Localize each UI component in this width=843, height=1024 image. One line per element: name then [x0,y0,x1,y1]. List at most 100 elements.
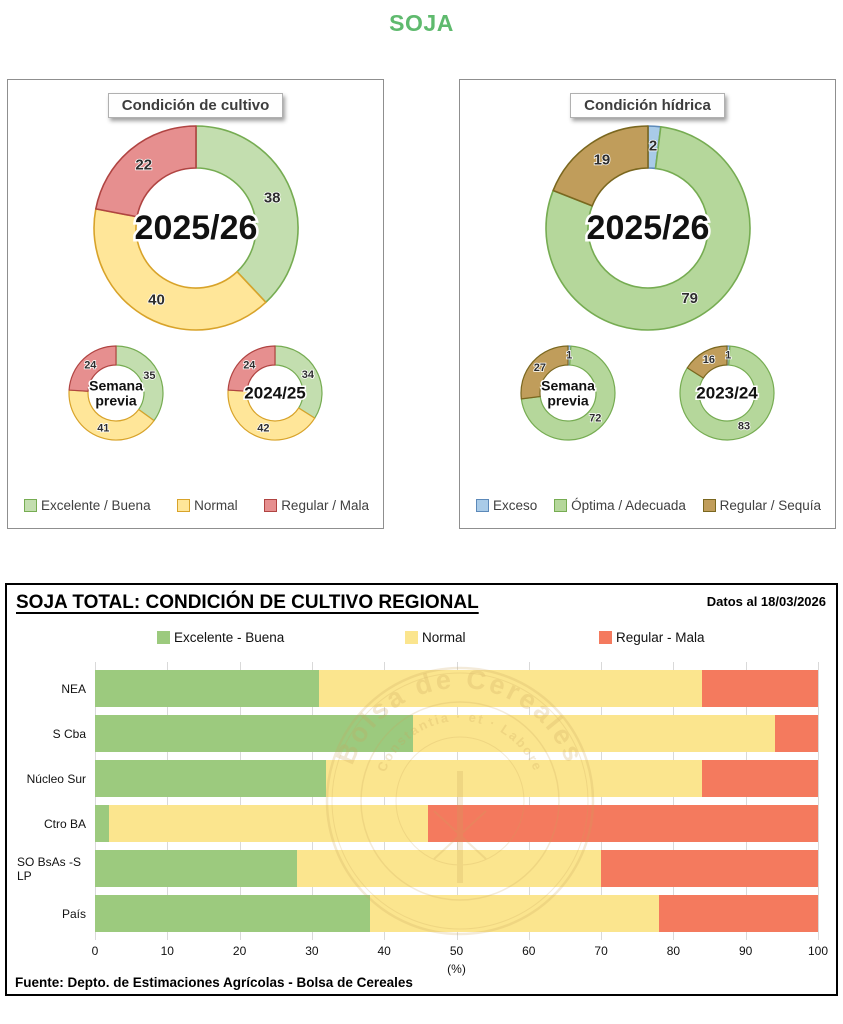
donut-slice [115,345,164,422]
legend-cultivo: Excelente / Buena Normal Regular / Mala [8,498,383,513]
legend-swatch-yellow [177,499,191,512]
legend-swatch-green [157,631,170,644]
donut-value-label: 19 [593,152,610,169]
gridline [384,662,386,940]
donut-hidrica-2025-26: 2 79 19 2025/26 [543,123,753,333]
gridline [528,662,530,940]
bar-segment [774,715,818,752]
donut-value-label: 2 [648,138,656,155]
regional-bar-chart: NEA S Cba Núcleo Sur Ctro BA SO BsAs -S LP Pa… [17,662,819,940]
donut-slice [544,126,751,331]
donut-slice [194,125,299,304]
legend-swatch-blue [476,499,489,512]
category-label: País [61,906,86,921]
bar-row [95,895,818,932]
legend-label: Regular / Sequía [719,498,821,513]
panel-condicion-cultivo: Condición de cultivo 38 40 22 2025/26 35 41 2… [7,79,384,529]
bar-row [95,760,818,797]
donut-center-label: previa [95,392,136,408]
legend-swatch-brown [702,499,716,512]
bar-segment [427,805,818,842]
regional-legend: Excelente - Buena Normal Regular - Mala [7,630,836,650]
donut-slice [68,389,155,441]
legend-swatch-green [24,499,37,512]
x-tick-label: 60 [522,944,536,958]
small-donuts-row-cultivo: 35 41 24 Semana previa 34 42 24 2024/25 [8,343,383,443]
donut-chart: 38 40 22 2025/26 [92,125,299,331]
donut-slice [94,125,197,218]
donut-value-label: 34 [302,369,315,381]
bar-row [95,715,818,752]
source-note: Fuente: Depto. de Estimaciones Agrícolas… [15,975,413,990]
panel-condicion-hidrica: Condición hídrica 2 79 19 2025/26 1 72 27 Sema… [459,79,836,529]
donut-slice [520,345,569,400]
donut-center-label: Semana [541,378,595,394]
x-tick-label: 10 [160,944,174,958]
legend-item-excelente-buena: Excelente / Buena [24,498,151,513]
regional-panel: SOJA TOTAL: CONDICIÓN DE CULTIVO REGIONA… [5,583,838,996]
legend-label: Exceso [493,498,538,513]
bar-segment [95,670,320,707]
donut-center-label: 2025/26 [586,209,709,247]
bar-segment [326,760,703,797]
donut-slice [520,345,616,441]
donut-slice [274,345,323,419]
donut-center-label: 2024/25 [244,384,305,403]
donut-hidrica-semana-previa: 1 72 27 Semana previa [518,343,618,443]
category-axis: NEA S Cba Núcleo Sur Ctro BA SO BsAs -S LP Pa… [17,662,95,940]
panel-title-cultivo: Condición de cultivo [107,93,284,118]
donut-center-label: Semana [89,378,143,394]
donut-cultivo-2025-26: 38 40 22 2025/26 [91,123,301,333]
category-label: S Cba [52,726,86,741]
data-date-note: Datos al 18/03/2026 [706,594,826,609]
legend-label: Normal [194,498,238,513]
x-axis-label: (%) [447,962,466,976]
bars [95,662,818,940]
gridline [818,662,819,940]
bar-row [95,850,818,887]
bar-segment [413,715,775,752]
bar-segment [95,895,370,932]
donut-value-label: 72 [589,413,601,425]
donut-slice [686,345,728,379]
bar-segment [109,805,428,842]
donut-value-label: 24 [84,360,97,372]
legend-item-regular-mala: Regular / Mala [264,498,369,513]
category-label: Ctro BA [43,816,86,831]
donut-value-label: 79 [681,290,698,307]
bar-segment [319,670,703,707]
legend-hidrica: Exceso Óptima / Adecuada Regular / Sequí… [460,498,835,513]
category-label: Núcleo Sur [26,771,86,786]
donut-slice [551,125,649,207]
gridline [311,662,313,940]
donut-cultivo-2024-25: 34 42 24 2024/25 [225,343,325,443]
bar-row [95,805,818,842]
gridlines [95,662,819,940]
bar-segment [702,760,818,797]
gridline [95,662,96,940]
donut-value-label: 42 [257,423,269,435]
legend-swatch-red [599,631,612,644]
gridline [167,662,169,940]
donut-chart: 34 42 24 2024/25 [227,345,323,441]
x-tick-label: 20 [232,944,247,958]
gridline [456,662,458,940]
donut-value-label: 83 [738,420,750,432]
donut-value-label: 27 [534,362,546,374]
legend-swatch-green [554,499,568,512]
donut-center-label: 2025/26 [134,209,257,247]
donut-chart: 1 83 16 2023/24 [679,345,775,441]
legend-item-optima-adecuada: Óptima / Adecuada [554,498,686,513]
bar-segment [95,805,110,842]
panel-title-hidrica: Condición hídrica [570,93,725,118]
donut-value-label: 40 [148,291,165,308]
legend-swatch-yellow [405,631,418,644]
legend-label: Excelente - Buena [174,630,285,645]
x-tick-label: 70 [594,944,608,958]
donut-value-label: 38 [263,189,280,206]
donut-value-label: 41 [97,422,109,434]
regional-header: SOJA TOTAL: CONDICIÓN DE CULTIVO REGIONA… [7,585,836,614]
x-tick-label: 40 [377,944,391,958]
x-tick-label: 90 [739,944,753,958]
